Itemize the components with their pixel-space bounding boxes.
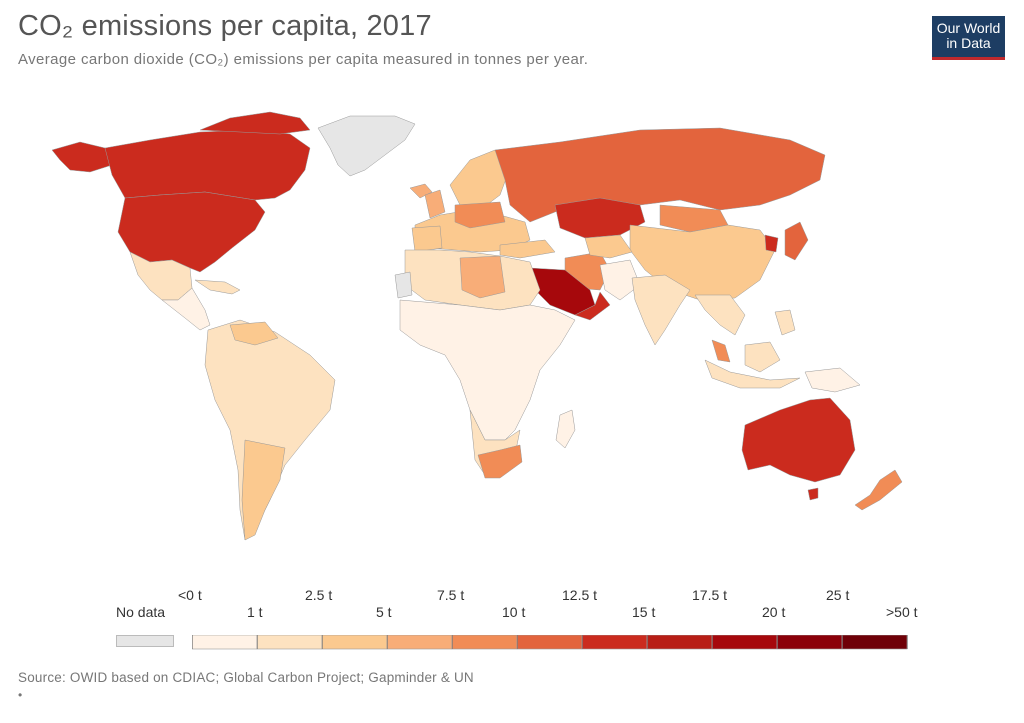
legend-upper-label: 12.5 t [562,587,598,603]
region-indonesia [704,359,801,389]
legend-color-bin[interactable] [711,635,778,650]
legend-upper-label: <0 t [178,587,202,603]
legend-upper-label: 25 t [826,587,850,603]
region-sub-saharan-africa [399,299,576,441]
region-caribbean [194,279,241,295]
region-tasmania [807,487,819,501]
region-japan [784,221,809,261]
region-borneo [744,341,781,373]
legend-color-bin[interactable] [386,635,453,650]
legend-lower-label: 20 t [762,604,786,620]
region-venezuela [229,321,279,346]
region-iberia [411,225,443,253]
legend-color-bin[interactable] [646,635,713,650]
region-afghanistan-pakistan [599,259,641,301]
legend-color-bin[interactable] [841,635,908,650]
region-papua [804,367,861,393]
logo-line-1: Our World [936,20,1001,36]
legend-upper-label: 2.5 t [305,587,333,603]
world-map[interactable] [0,80,1024,550]
region-philippines [774,309,796,336]
region-russia [494,127,826,223]
legend-no-data-label: No data [116,604,166,620]
footer-bullet: • [18,688,23,702]
legend-color-bin[interactable] [256,635,323,650]
legend-lower-label: >50 t [886,604,918,620]
region-central-asia [584,234,633,259]
region-uk [424,189,446,219]
logo-line-2: in Data [946,35,991,51]
legend-upper-label: 17.5 t [692,587,728,603]
region-libya [459,255,506,299]
legend-color-bin[interactable] [776,635,843,650]
region-south-africa [477,444,523,479]
region-western-sahara [394,271,413,299]
region-argentina [241,439,286,541]
legend-lower-label: 1 t [247,604,263,620]
region-alaska [51,141,113,173]
region-korea [764,234,779,253]
legend-color-bin[interactable] [192,635,258,650]
legend-color-bin[interactable] [321,635,388,650]
region-south-america [204,319,336,541]
legend-lower-label: 10 t [502,604,526,620]
region-india [631,274,691,346]
source-note: Source: OWID based on CDIAC; Global Carb… [18,670,474,685]
legend-no-data-swatch[interactable] [116,635,174,647]
owid-logo[interactable]: Our World in Data [932,16,1005,60]
legend-upper-label: 7.5 t [437,587,465,603]
region-central-america [161,287,211,331]
legend-color-bin[interactable] [516,635,583,650]
region-australia [741,397,856,483]
legend-lower-label: 15 t [632,604,656,620]
region-madagascar [555,409,576,449]
region-turkey [499,239,556,259]
region-southeast-asia [694,294,746,336]
region-greenland [317,115,416,177]
region-malaysia [711,339,731,363]
chart-title: CO₂ emissions per capita, 2017 [18,10,432,42]
legend-color-scale[interactable] [192,635,908,651]
region-yemen-oman [574,291,611,321]
region-canada-islands [199,111,311,135]
chart-subtitle: Average carbon dioxide (CO₂) emissions p… [18,51,589,68]
region-new-zealand [854,469,903,511]
legend-color-bin[interactable] [581,635,648,650]
legend-lower-label: 5 t [376,604,392,620]
region-canada [104,129,311,201]
region-germany-poland [454,201,506,229]
legend-color-bin[interactable] [451,635,518,650]
